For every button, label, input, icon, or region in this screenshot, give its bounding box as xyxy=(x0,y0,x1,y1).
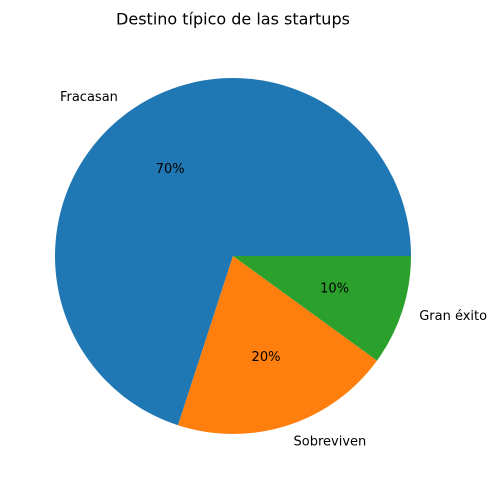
value-label: 10% xyxy=(320,282,349,297)
category-label: Gran éxito xyxy=(419,309,487,324)
value-label: 70% xyxy=(156,162,185,177)
value-label: 20% xyxy=(252,350,281,365)
pie-wedge xyxy=(233,256,411,361)
chart-title: Destino típico de las startups xyxy=(116,10,350,29)
category-label: Fracasan xyxy=(60,90,118,105)
category-label: Sobreviven xyxy=(294,435,367,450)
pie-wedge xyxy=(177,256,378,434)
pie-wedge xyxy=(55,78,412,426)
